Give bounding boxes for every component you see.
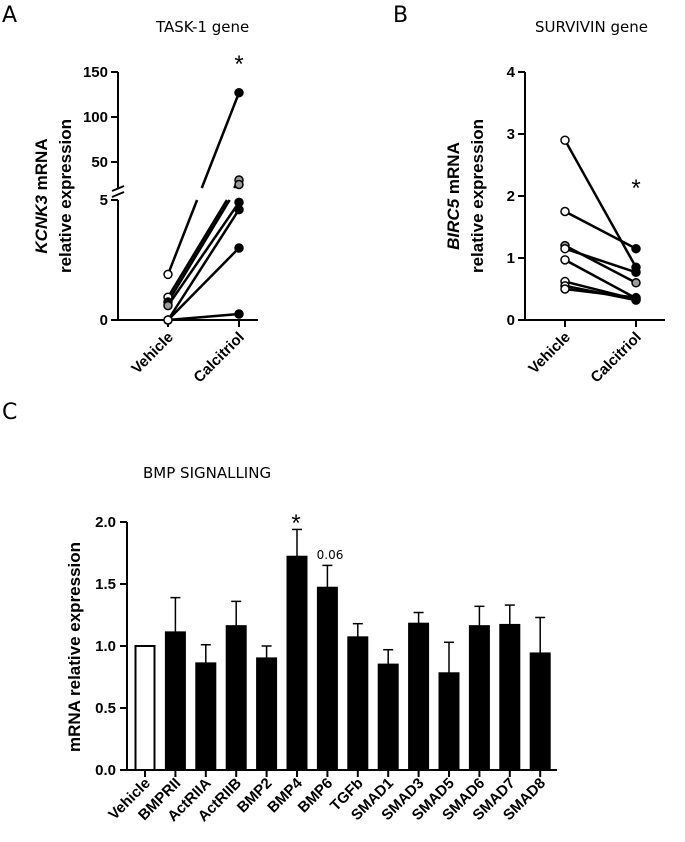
panel-a-point-vehicle	[163, 315, 173, 325]
panel-a-pair-line-upper	[200, 92, 241, 189]
panel-b-pair-line	[564, 210, 637, 250]
bar-bmp6	[316, 586, 338, 771]
panel-b-point-vehicle	[560, 243, 570, 254]
panel-b-letter: B	[393, 3, 408, 28]
panel-a-xlabel-calcitriol: Calcitriol	[190, 329, 247, 386]
bar-smad5	[438, 672, 460, 772]
panel-c-significance-bmp4: *	[291, 510, 300, 537]
panel-a-pair-line-lower	[166, 199, 231, 303]
panel-b-pair-line	[564, 247, 637, 274]
panel-a-ylabel-gene: KCNK3	[32, 195, 51, 254]
panel-b-xlabel-vehicle: Vehicle	[525, 329, 574, 378]
panel-a-axis-break-2	[111, 191, 125, 198]
bar-bmp2	[256, 657, 278, 772]
panel-b-point-calcitriol	[631, 278, 641, 288]
panel-b-ytick-label: 2	[507, 188, 515, 205]
bar-tgfb	[347, 636, 369, 771]
panel-b: B SURVIVIN gene BIRC5 mRNA relative expr…	[393, 3, 665, 386]
panel-c-ylabel: mRNA relative expression	[65, 542, 84, 752]
panel-a-point-calcitriol	[234, 204, 244, 215]
panel-c-yticks: 0.0 0.5 1.0 1.5 2.0	[95, 514, 127, 779]
panel-b-ylabel-unit: mRNA	[444, 142, 463, 199]
panel-b-ylabel-gene: BIRC5	[444, 198, 463, 250]
panel-b-yticks: 0 1 2 3 4	[507, 64, 525, 329]
panel-c-ytick-label: 2.0	[95, 514, 116, 531]
panel-b-ytick-label: 3	[507, 126, 515, 143]
panel-c-ytick-label: 0.0	[95, 762, 116, 779]
panel-a-ytick-label-5: 5	[100, 192, 108, 209]
bar-actriia	[195, 662, 217, 771]
panel-a-xlabel-vehicle: Vehicle	[128, 329, 177, 378]
panel-b-ytick-label: 4	[507, 64, 516, 81]
panel-a-ylabel-unit: mRNA	[32, 138, 51, 195]
panel-a-ylabel-line1: KCNK3 mRNA	[32, 138, 51, 253]
panel-b-point-vehicle	[560, 135, 570, 145]
panel-c-pvalue-bmp6: 0.06	[317, 548, 344, 562]
bar-smad7	[499, 623, 521, 771]
panel-c-bars	[134, 528, 551, 772]
bar-bmp4	[286, 555, 308, 771]
panel-a-ytick-label-150: 150	[83, 64, 108, 81]
panel-a-yticks: 150 100 50 5 0	[83, 64, 118, 329]
panel-a-pair-line-lower	[166, 199, 228, 298]
bar-smad3	[408, 622, 430, 771]
panel-c-ytick-label: 1.0	[95, 638, 116, 655]
panel-b-point-vehicle	[560, 206, 570, 217]
panel-a-pair-line	[167, 312, 240, 322]
panel-b-significance: *	[631, 175, 640, 202]
panel-a-point-calcitriol	[234, 309, 244, 319]
panel-b-pair-line	[563, 139, 638, 268]
bar-smad8	[529, 652, 551, 771]
panel-a-letter: A	[2, 3, 17, 28]
panel-a-ylabel-line2: relative expression	[56, 119, 75, 273]
panel-c-title: BMP SIGNALLING	[143, 464, 271, 482]
panel-a-point-calcitriol	[234, 87, 244, 98]
panel-b-ytick-label: 1	[507, 250, 515, 267]
panel-a-ytick-label-0: 0	[100, 312, 108, 329]
panel-a-point-vehicle	[163, 300, 173, 311]
panel-a-pair-line	[166, 208, 241, 321]
panel-b-point-vehicle	[560, 255, 570, 265]
bar-actriib	[225, 625, 247, 771]
panel-c: C BMP SIGNALLING mRNA relative expressio…	[2, 400, 557, 825]
panel-a-significance: *	[234, 51, 243, 78]
panel-b-ylabel-line1: BIRC5 mRNA	[444, 142, 463, 250]
panel-b-pair-line	[564, 287, 637, 299]
panel-c-ytick-label: 1.5	[95, 576, 116, 593]
panel-b-point-calcitriol	[631, 267, 641, 278]
panel-b-ylabel-line2: relative expression	[468, 119, 487, 273]
panel-b-title: SURVIVIN gene	[535, 18, 648, 36]
panel-b-ytick-label: 0	[507, 312, 515, 329]
panel-a-axis-break-1	[111, 185, 125, 192]
panel-c-xlabels: VehicleBMPRIIActRIIAActRIIBBMP2BMP4BMP6T…	[105, 770, 549, 825]
bar-smad6	[468, 625, 490, 771]
panel-c-letter: C	[2, 400, 17, 425]
panel-a-point-calcitriol	[234, 179, 244, 190]
panel-b-xlabel-calcitriol: Calcitriol	[587, 329, 644, 386]
panel-a-pairs	[163, 87, 244, 325]
panel-a: A TASK-1 gene KCNK3 mRNA relative expres…	[2, 3, 258, 386]
panel-a-pair-line	[166, 201, 241, 307]
panel-b-point-calcitriol	[631, 243, 641, 254]
panel-a-point-vehicle	[163, 269, 173, 280]
bar-smad1	[377, 663, 399, 771]
panel-a-title: TASK-1 gene	[155, 18, 249, 36]
panel-c-xlabel-bmp6: BMP6	[295, 775, 336, 816]
bar-vehicle	[134, 645, 156, 771]
panel-b-pairs	[560, 135, 641, 305]
panel-b-point-vehicle	[560, 284, 570, 294]
panel-c-ytick-label: 0.5	[95, 700, 116, 717]
panel-a-ytick-label-50: 50	[91, 154, 108, 171]
panel-b-point-calcitriol	[631, 292, 641, 303]
bar-bmprii	[164, 631, 186, 771]
panel-b-pair-line	[564, 258, 637, 300]
panel-a-pair-line-lower	[166, 199, 199, 275]
panel-a-ytick-label-100: 100	[83, 109, 108, 126]
panel-a-point-calcitriol	[234, 243, 244, 253]
panel-a-pair-line	[167, 247, 240, 321]
